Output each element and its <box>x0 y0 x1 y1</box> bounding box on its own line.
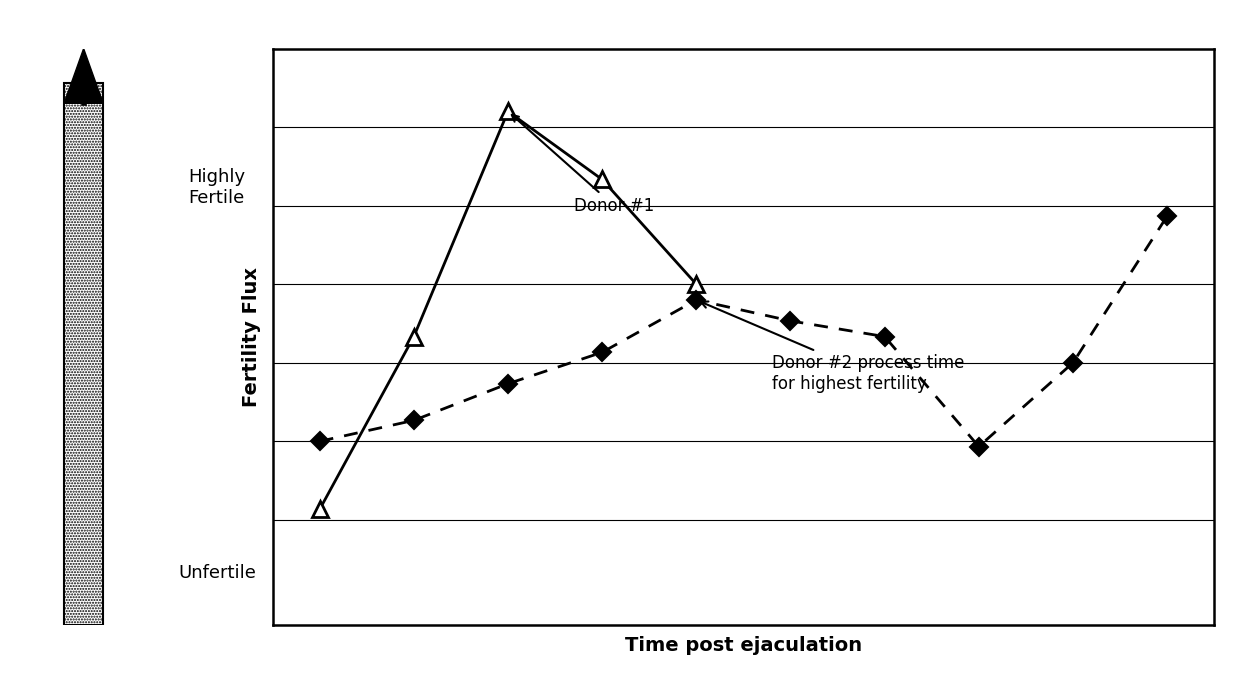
Text: Unfertile: Unfertile <box>178 564 255 582</box>
Polygon shape <box>64 49 103 103</box>
Text: Highly
Fertile: Highly Fertile <box>188 168 245 207</box>
Bar <box>64 83 103 625</box>
Text: Donor #2 process time
for highest fertility: Donor #2 process time for highest fertil… <box>701 301 964 393</box>
X-axis label: Time post ejaculation: Time post ejaculation <box>624 636 862 654</box>
Text: Donor #1: Donor #1 <box>512 115 654 214</box>
Y-axis label: Fertility Flux: Fertility Flux <box>243 266 261 407</box>
